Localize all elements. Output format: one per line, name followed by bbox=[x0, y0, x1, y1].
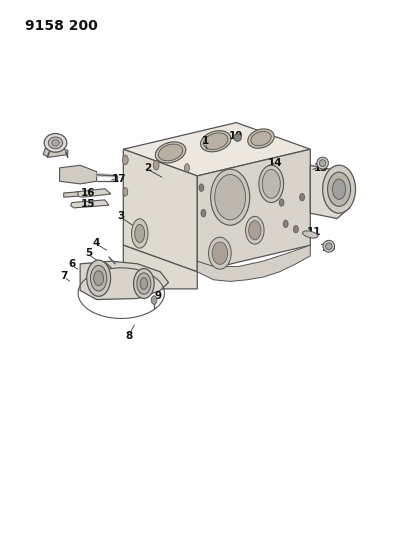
Ellipse shape bbox=[211, 169, 250, 225]
Ellipse shape bbox=[153, 160, 159, 170]
Ellipse shape bbox=[245, 216, 264, 244]
Text: 18: 18 bbox=[46, 136, 61, 146]
Text: 13: 13 bbox=[313, 163, 328, 173]
Ellipse shape bbox=[94, 271, 104, 286]
Ellipse shape bbox=[248, 129, 274, 148]
Text: 7: 7 bbox=[60, 271, 67, 280]
Ellipse shape bbox=[234, 134, 241, 141]
Polygon shape bbox=[310, 165, 349, 219]
Ellipse shape bbox=[199, 184, 204, 191]
Polygon shape bbox=[71, 200, 109, 208]
Ellipse shape bbox=[323, 240, 335, 252]
Ellipse shape bbox=[90, 265, 107, 291]
Ellipse shape bbox=[302, 231, 318, 238]
Ellipse shape bbox=[293, 225, 298, 233]
Ellipse shape bbox=[123, 188, 128, 196]
Ellipse shape bbox=[158, 144, 183, 161]
Text: 16: 16 bbox=[81, 188, 96, 198]
Polygon shape bbox=[64, 192, 78, 197]
Ellipse shape bbox=[203, 133, 228, 150]
Text: 1: 1 bbox=[202, 136, 209, 146]
Text: 14: 14 bbox=[268, 158, 283, 167]
Ellipse shape bbox=[44, 134, 67, 152]
Polygon shape bbox=[80, 261, 169, 300]
Polygon shape bbox=[123, 149, 197, 272]
Text: 9158 200: 9158 200 bbox=[25, 19, 97, 33]
Ellipse shape bbox=[122, 155, 128, 165]
Polygon shape bbox=[60, 165, 97, 184]
Ellipse shape bbox=[155, 142, 186, 163]
Ellipse shape bbox=[249, 221, 261, 240]
Ellipse shape bbox=[259, 165, 284, 203]
Text: 19: 19 bbox=[229, 131, 243, 141]
Ellipse shape bbox=[151, 296, 157, 304]
Text: 5: 5 bbox=[85, 248, 92, 258]
Polygon shape bbox=[123, 245, 197, 289]
Ellipse shape bbox=[326, 243, 332, 249]
Ellipse shape bbox=[323, 165, 356, 213]
Ellipse shape bbox=[317, 157, 328, 169]
Polygon shape bbox=[123, 123, 310, 176]
Polygon shape bbox=[197, 245, 310, 281]
Ellipse shape bbox=[251, 131, 271, 146]
Text: 6: 6 bbox=[68, 259, 76, 269]
Ellipse shape bbox=[332, 179, 346, 199]
Ellipse shape bbox=[52, 140, 59, 146]
Ellipse shape bbox=[319, 160, 326, 166]
Text: 3: 3 bbox=[118, 211, 125, 221]
Text: 17: 17 bbox=[112, 174, 127, 183]
Text: 8: 8 bbox=[126, 331, 133, 341]
Ellipse shape bbox=[201, 209, 206, 217]
Polygon shape bbox=[76, 189, 111, 197]
Text: 4: 4 bbox=[93, 238, 100, 247]
Polygon shape bbox=[43, 148, 68, 157]
Ellipse shape bbox=[262, 169, 280, 198]
Ellipse shape bbox=[212, 242, 228, 264]
Text: 9: 9 bbox=[155, 291, 162, 301]
Ellipse shape bbox=[135, 224, 145, 243]
Ellipse shape bbox=[185, 164, 189, 172]
Text: 11: 11 bbox=[307, 227, 322, 237]
Ellipse shape bbox=[134, 269, 154, 298]
Text: 12: 12 bbox=[340, 192, 355, 202]
Ellipse shape bbox=[328, 172, 351, 206]
Ellipse shape bbox=[201, 131, 231, 152]
Ellipse shape bbox=[279, 199, 284, 206]
Ellipse shape bbox=[87, 260, 111, 296]
Ellipse shape bbox=[283, 220, 288, 228]
Text: 2: 2 bbox=[144, 163, 152, 173]
Ellipse shape bbox=[300, 193, 305, 201]
Ellipse shape bbox=[132, 219, 148, 248]
Text: 10: 10 bbox=[321, 243, 336, 253]
Ellipse shape bbox=[48, 137, 63, 149]
Polygon shape bbox=[197, 149, 310, 272]
Ellipse shape bbox=[208, 237, 231, 269]
Text: 15: 15 bbox=[81, 199, 96, 209]
Ellipse shape bbox=[140, 278, 148, 289]
Ellipse shape bbox=[215, 175, 246, 220]
Ellipse shape bbox=[137, 273, 151, 294]
